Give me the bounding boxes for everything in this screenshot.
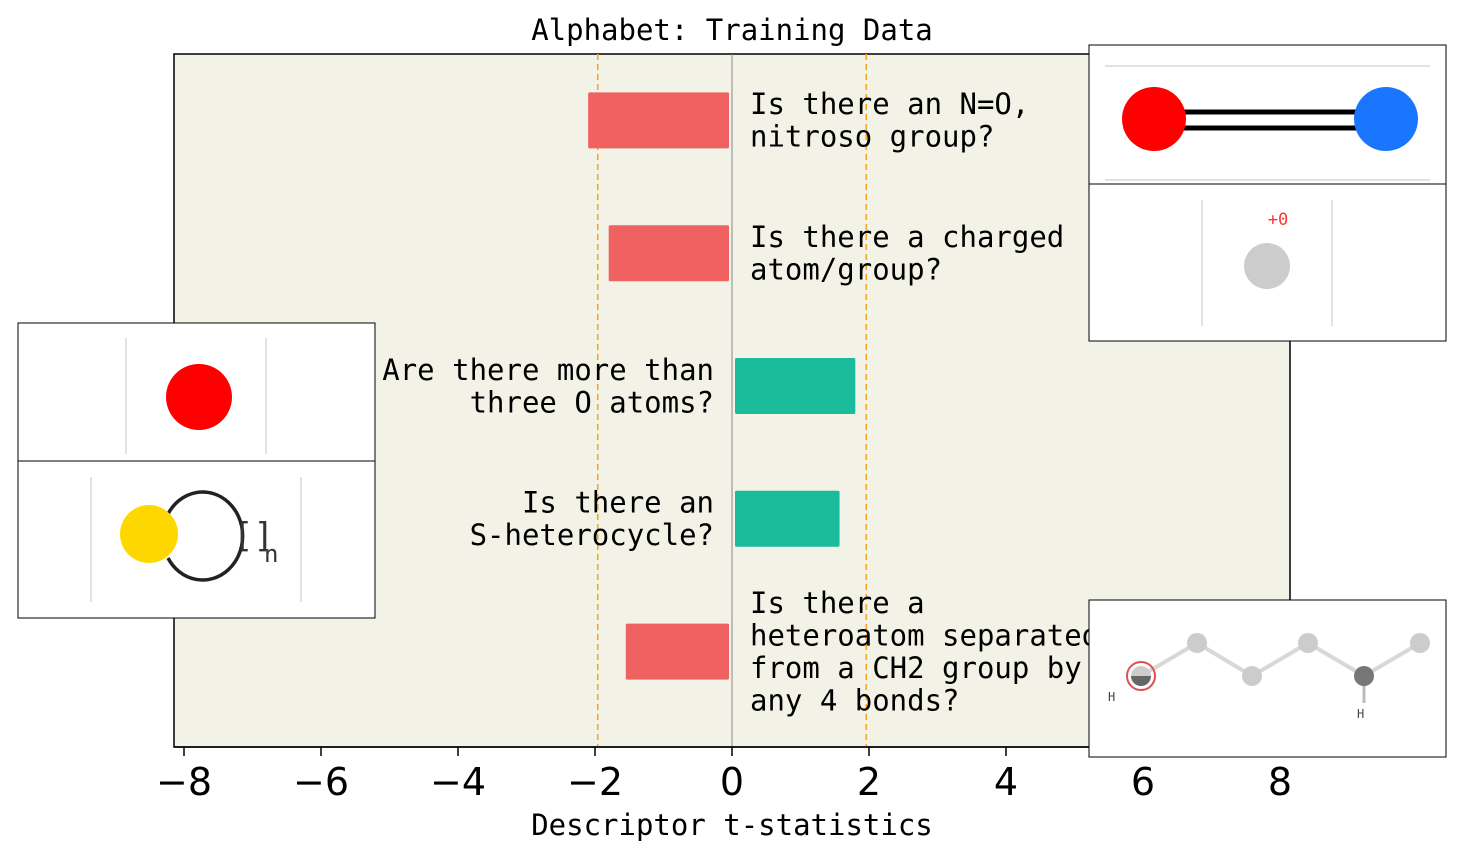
bar-label-2: Are there more than three O atoms? [382, 353, 714, 420]
bar-label-line: any 4 bonds? [750, 683, 960, 717]
bar-4 [625, 623, 729, 680]
x-axis-label: Descriptor t-statistics [531, 808, 933, 842]
hydrogen-label: H [1108, 690, 1115, 704]
bar-label-1: Is there a charged atom/group? [750, 220, 1064, 287]
bar-label-3: Is there an S-heterocycle? [470, 486, 714, 553]
ring-subscript-label: n [264, 540, 278, 568]
x-tick-label: 8 [1268, 760, 1292, 804]
bar-label-line: Is there an [522, 486, 714, 520]
chart-title: Alphabet: Training Data [531, 13, 933, 47]
ring-bracket-label: [] [233, 516, 274, 556]
x-tick-label: −6 [293, 760, 349, 804]
bar-label-line: from a CH2 group by [750, 651, 1082, 685]
charge-label: +0 [1268, 210, 1288, 230]
bar-label-line: nitroso group? [750, 120, 994, 154]
inset-frame [17, 460, 376, 619]
x-tick-label: 0 [720, 760, 744, 804]
inset-oxygen [17, 322, 376, 462]
bar-label-line: three O atoms? [470, 385, 714, 419]
bar-group [588, 92, 856, 680]
x-tick-label: 6 [1131, 760, 1155, 804]
x-axis-ticks: −8 −6 −4 −2 0 2 4 6 8 [156, 746, 1292, 804]
inset-charged: +0 [1088, 183, 1447, 342]
bar-label-4: Is there a heteroatom separated from a CH2… [750, 586, 1099, 718]
x-tick-label: −2 [567, 760, 623, 804]
significance-lines [596, 54, 868, 747]
sulfur-ring-icon: []n [120, 490, 278, 582]
bar-label-line: heteroatom separated [750, 618, 1099, 652]
inset-nitroso [1088, 44, 1447, 185]
bar-label-line: atom/group? [750, 252, 942, 286]
bar-3 [735, 490, 840, 547]
inset-heteroatom-chain: HH [1088, 599, 1447, 758]
bar-label-line: Is there a charged [750, 220, 1064, 254]
chain-atom [1187, 633, 1207, 653]
bar-label-line: Is there an N=O, [750, 87, 1029, 121]
x-tick-label: −8 [156, 760, 212, 804]
x-tick-label: 2 [857, 760, 881, 804]
bar-label-line: S-heterocycle? [470, 518, 714, 552]
chain-atom [1298, 633, 1318, 653]
bar-0 [588, 92, 729, 149]
chain-atom [1410, 633, 1430, 653]
bar-label-group: Is there an N=O, nitroso group?Is there a… [382, 87, 1099, 717]
inset-sulfur-ring: []n [17, 460, 376, 619]
nitroso-bond-molecule-icon [1122, 87, 1418, 151]
bar-label-line: Are there more than [382, 353, 714, 387]
bar-2 [735, 358, 856, 414]
heteroatom-chain-icon: HH [1108, 633, 1430, 721]
inset-group: +0[]nHH [17, 44, 1447, 758]
bar-label-line: Is there a [750, 586, 925, 620]
x-tick-label: −4 [430, 760, 486, 804]
bar-1 [608, 225, 729, 282]
charged-atom-icon: +0 [1244, 210, 1290, 289]
bar-label-0: Is there an N=O, nitroso group? [750, 87, 1029, 153]
hydrogen-label: H [1357, 707, 1364, 721]
chain-atom [1242, 666, 1262, 686]
chain-atom [1354, 666, 1374, 686]
oxygen-atom-icon [166, 364, 232, 430]
x-tick-label: 4 [994, 760, 1018, 804]
